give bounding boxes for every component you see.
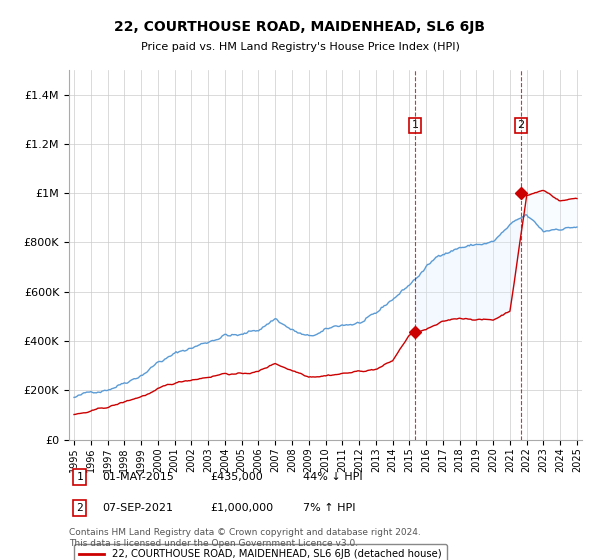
Text: Price paid vs. HM Land Registry's House Price Index (HPI): Price paid vs. HM Land Registry's House … — [140, 42, 460, 52]
Text: 44% ↓ HPI: 44% ↓ HPI — [303, 472, 362, 482]
Legend: 22, COURTHOUSE ROAD, MAIDENHEAD, SL6 6JB (detached house), HPI: Average price, d: 22, COURTHOUSE ROAD, MAIDENHEAD, SL6 6JB… — [74, 544, 446, 560]
Text: 1: 1 — [76, 472, 83, 482]
Text: 2: 2 — [518, 120, 524, 130]
Text: 22, COURTHOUSE ROAD, MAIDENHEAD, SL6 6JB: 22, COURTHOUSE ROAD, MAIDENHEAD, SL6 6JB — [115, 20, 485, 34]
Text: 07-SEP-2021: 07-SEP-2021 — [102, 503, 173, 513]
Text: 1: 1 — [412, 120, 418, 130]
Text: 2: 2 — [76, 503, 83, 513]
Text: Contains HM Land Registry data © Crown copyright and database right 2024.
This d: Contains HM Land Registry data © Crown c… — [69, 528, 421, 548]
Text: 01-MAY-2015: 01-MAY-2015 — [102, 472, 174, 482]
Text: £435,000: £435,000 — [210, 472, 263, 482]
Text: £1,000,000: £1,000,000 — [210, 503, 273, 513]
Text: 7% ↑ HPI: 7% ↑ HPI — [303, 503, 355, 513]
